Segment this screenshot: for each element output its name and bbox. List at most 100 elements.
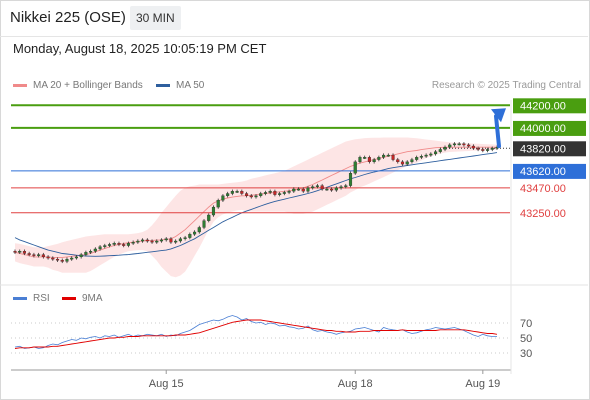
candle-body bbox=[282, 192, 286, 194]
candle-body bbox=[145, 239, 149, 242]
ma50-swatch bbox=[156, 84, 170, 87]
candle-body bbox=[60, 260, 64, 262]
candle-body bbox=[330, 188, 334, 191]
candle-body bbox=[174, 240, 178, 243]
candle-body bbox=[273, 191, 277, 195]
candle-body bbox=[367, 157, 371, 163]
candle-body bbox=[41, 254, 45, 258]
candle-body bbox=[476, 148, 480, 150]
candle-body bbox=[103, 245, 107, 247]
candle-body bbox=[296, 188, 301, 191]
legend-ma50: MA 50 bbox=[156, 80, 204, 91]
candle-body bbox=[18, 251, 22, 253]
candle-body bbox=[443, 147, 447, 150]
candle-body bbox=[452, 143, 457, 146]
candle-body bbox=[386, 154, 390, 157]
candle-body bbox=[429, 153, 433, 156]
candle-body bbox=[485, 149, 490, 151]
page-title: Nikkei 225 (OSE) bbox=[10, 9, 126, 26]
candle-body bbox=[301, 188, 305, 192]
rsi-line bbox=[14, 315, 497, 349]
candle-body bbox=[117, 243, 121, 245]
rsi-tick-70: 70 bbox=[520, 318, 532, 330]
candle-body bbox=[481, 149, 485, 151]
level-box-2 bbox=[513, 141, 586, 157]
candle-body bbox=[188, 234, 192, 238]
candle-body bbox=[424, 154, 428, 157]
candle-body bbox=[448, 144, 452, 148]
candle-body bbox=[377, 157, 381, 160]
candle-body bbox=[207, 214, 211, 221]
candle-body bbox=[244, 193, 249, 196]
candle-body bbox=[112, 243, 116, 245]
candle-body bbox=[391, 154, 395, 160]
candle-body bbox=[141, 239, 145, 242]
bollinger-swatch bbox=[13, 84, 27, 87]
candle-body bbox=[259, 193, 263, 196]
candle-body bbox=[197, 227, 201, 233]
candle-body bbox=[434, 151, 438, 155]
chart-datetime: Monday, August 18, 2025 10:05:19 PM CET bbox=[13, 41, 267, 56]
candle-body bbox=[315, 185, 319, 187]
candle-body bbox=[193, 231, 197, 235]
candle-body bbox=[155, 240, 159, 243]
candle-body bbox=[287, 191, 291, 193]
candle-body bbox=[358, 157, 362, 163]
candle-body bbox=[292, 188, 296, 192]
candle-body bbox=[37, 254, 41, 256]
candle-body bbox=[46, 256, 50, 259]
level-label-2: 43820.00 bbox=[520, 143, 566, 155]
legend-bollinger-label: MA 20 + Bollinger Bands bbox=[33, 80, 143, 91]
candle-body bbox=[263, 192, 268, 194]
candle-body bbox=[382, 154, 386, 158]
candle-body bbox=[79, 254, 83, 258]
candle-body bbox=[221, 195, 225, 201]
candle-body bbox=[122, 244, 126, 246]
x-tick-label: Aug 15 bbox=[149, 378, 184, 390]
candle-body bbox=[98, 246, 102, 250]
candle-body bbox=[164, 238, 168, 241]
level-label-5: 43250.00 bbox=[520, 208, 566, 220]
x-tick-label: Aug 19 bbox=[465, 378, 500, 390]
candle-body bbox=[490, 148, 494, 150]
candle-body bbox=[311, 186, 315, 189]
candle-body bbox=[169, 238, 173, 243]
candle-body bbox=[55, 258, 60, 261]
candle-body bbox=[249, 195, 253, 198]
candle-body bbox=[400, 161, 405, 165]
rsi-ma-line bbox=[14, 319, 498, 349]
forecast-arrow-head bbox=[491, 108, 506, 123]
legend-bollinger: MA 20 + Bollinger Bands bbox=[13, 80, 143, 91]
candle-body bbox=[320, 185, 324, 190]
ma50-line bbox=[14, 152, 498, 257]
candle-body bbox=[159, 239, 164, 242]
candle-body bbox=[70, 257, 74, 260]
legend-rsi: RSI bbox=[13, 293, 50, 304]
candle-body bbox=[344, 185, 348, 187]
rsi-ma-swatch bbox=[62, 297, 76, 300]
candle-body bbox=[230, 191, 234, 194]
candle-body bbox=[32, 254, 36, 256]
candle-body bbox=[136, 240, 140, 243]
candle-body bbox=[363, 157, 367, 159]
level-box-3 bbox=[513, 163, 586, 179]
candle-body bbox=[51, 257, 55, 260]
candle-body bbox=[202, 220, 206, 228]
candle-body bbox=[462, 143, 466, 146]
candle-body bbox=[372, 159, 376, 163]
candle-body bbox=[240, 191, 244, 194]
candle-body bbox=[467, 144, 471, 147]
level-label-3: 43620.00 bbox=[520, 166, 566, 178]
credit-text: Research © 2025 Trading Central bbox=[431, 80, 581, 91]
rsi-tick-30: 30 bbox=[520, 348, 532, 360]
candle-body bbox=[126, 243, 130, 246]
timeframe-button[interactable]: 30 MIN bbox=[130, 6, 181, 30]
candle-body bbox=[339, 186, 343, 189]
candle-body bbox=[74, 256, 78, 259]
level-label-1: 44000.00 bbox=[520, 123, 566, 135]
candle-body bbox=[325, 188, 329, 191]
candle-body bbox=[348, 173, 353, 186]
x-tick-label: Aug 18 bbox=[338, 378, 373, 390]
candle-body bbox=[65, 258, 69, 262]
